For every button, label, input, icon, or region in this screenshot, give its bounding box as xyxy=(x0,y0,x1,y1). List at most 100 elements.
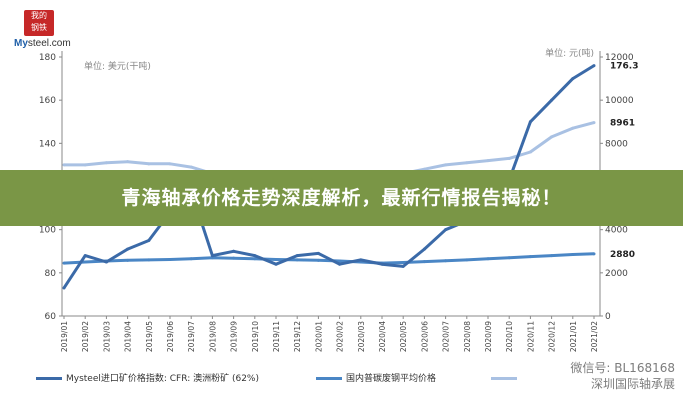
series-0-point-7 xyxy=(210,254,214,258)
series-1-point-17 xyxy=(422,260,426,264)
series-0-point-2 xyxy=(104,260,108,264)
right-tick-label-2: 4000 xyxy=(605,226,628,236)
legend-swatch-iron-ore xyxy=(36,377,62,380)
x-tick-label-3: 2019/04 xyxy=(124,321,133,352)
series-2-point-1 xyxy=(83,163,87,167)
series-2-point-3 xyxy=(126,160,130,164)
series-0-point-1 xyxy=(83,254,87,258)
x-tick-label-18: 2020/07 xyxy=(442,321,451,352)
x-tick-label-20: 2020/09 xyxy=(484,321,493,352)
series-1-point-20 xyxy=(486,257,490,261)
series-2-point-25 xyxy=(592,121,596,125)
right-tick-label-1: 2000 xyxy=(605,269,628,279)
series-0-point-8 xyxy=(232,249,236,253)
series-1-point-9 xyxy=(253,257,257,261)
series-0-point-9 xyxy=(253,254,257,258)
series-0-point-16 xyxy=(401,264,405,268)
legend-item-iron-ore: Mysteel进口矿价格指数: CFR: 澳洲粉矿 (62%) xyxy=(36,370,259,388)
right-tick-label-4: 8000 xyxy=(605,139,628,149)
watermark: 微信号: BL168168 深圳国际轴承展 xyxy=(570,360,675,392)
watermark-line2: 深圳国际轴承展 xyxy=(590,377,675,391)
right-tick-label-0: 0 xyxy=(605,312,611,322)
x-tick-label-21: 2020/10 xyxy=(505,321,514,352)
legend-swatch-scrap xyxy=(316,377,342,380)
series-0-point-18 xyxy=(444,228,448,232)
series-2-point-22 xyxy=(528,150,532,154)
series-1-point-4 xyxy=(147,258,151,262)
legend-item-third xyxy=(491,370,521,388)
series-0-point-10 xyxy=(274,262,278,266)
end-label-1: 8961 xyxy=(610,119,635,129)
x-tick-label-2: 2019/03 xyxy=(102,321,111,352)
series-1-point-25 xyxy=(592,252,596,256)
x-tick-label-5: 2019/06 xyxy=(166,321,175,352)
series-2-point-17 xyxy=(422,167,426,171)
x-tick-label-15: 2020/04 xyxy=(378,321,387,352)
series-0-point-25 xyxy=(592,64,596,68)
series-0-point-22 xyxy=(528,120,532,124)
x-tick-label-7: 2019/08 xyxy=(208,321,217,352)
left-tick-label-2: 100 xyxy=(39,226,56,236)
series-2-point-20 xyxy=(486,159,490,163)
x-tick-label-25: 2021/02 xyxy=(590,321,599,352)
brand-prefix: My xyxy=(14,38,28,49)
x-tick-label-8: 2019/09 xyxy=(230,321,239,352)
brand-suffix: steel.com xyxy=(27,38,71,49)
series-1-point-12 xyxy=(316,258,320,262)
x-tick-label-19: 2020/08 xyxy=(463,321,472,352)
x-tick-label-4: 2019/05 xyxy=(145,321,154,352)
right-tick-label-5: 10000 xyxy=(605,96,634,106)
series-0-point-15 xyxy=(380,262,384,266)
series-1-point-23 xyxy=(550,254,554,258)
series-0-point-23 xyxy=(550,98,554,102)
series-2-point-4 xyxy=(147,162,151,166)
series-1-point-10 xyxy=(274,257,278,261)
legend: Mysteel进口矿价格指数: CFR: 澳洲粉矿 (62%) 国内普碳废钢平均… xyxy=(36,370,676,388)
legend-swatch-third xyxy=(491,377,517,380)
series-2-point-18 xyxy=(444,163,448,167)
x-tick-label-17: 2020/06 xyxy=(420,321,429,352)
x-tick-label-24: 2021/01 xyxy=(569,321,578,352)
series-1-point-0 xyxy=(62,261,66,265)
left-tick-label-1: 80 xyxy=(45,269,57,279)
left-tick-label-5: 160 xyxy=(39,96,56,106)
series-0-point-24 xyxy=(571,77,575,81)
series-2-point-5 xyxy=(168,162,172,166)
series-1-point-22 xyxy=(528,255,532,259)
series-0-point-17 xyxy=(422,247,426,251)
x-tick-label-0: 2019/01 xyxy=(60,321,69,352)
right-unit-label: 单位: 元(吨) xyxy=(545,47,594,59)
x-tick-label-23: 2020/12 xyxy=(548,321,557,352)
series-0-point-4 xyxy=(147,238,151,242)
series-2-point-19 xyxy=(465,161,469,165)
x-tick-label-11: 2019/12 xyxy=(293,321,302,352)
series-1-point-24 xyxy=(571,252,575,256)
x-tick-label-6: 2019/07 xyxy=(187,321,196,352)
x-tick-label-22: 2020/11 xyxy=(526,321,535,352)
series-1-point-3 xyxy=(126,258,130,262)
title-banner xyxy=(0,170,683,226)
x-tick-label-16: 2020/05 xyxy=(399,321,408,352)
brand-text: Mysteel.com xyxy=(14,38,71,49)
x-tick-label-14: 2020/03 xyxy=(357,321,366,352)
series-0-point-0 xyxy=(62,286,66,290)
series-2-point-21 xyxy=(507,156,511,160)
series-line-1 xyxy=(63,252,595,265)
watermark-line1: 微信号: BL168168 xyxy=(570,361,675,375)
series-2-point-2 xyxy=(104,161,108,165)
end-label-0: 176.3 xyxy=(610,62,638,72)
series-1-point-5 xyxy=(168,257,172,261)
logo-line1: 我的 xyxy=(31,11,47,20)
left-unit-label: 单位: 美元(干吨) xyxy=(84,60,151,72)
mysteel-logo-icon: 我的 钢铁 xyxy=(24,10,54,36)
series-1-point-1 xyxy=(83,260,87,264)
series-2-point-24 xyxy=(571,126,575,130)
series-2-point-0 xyxy=(62,163,66,167)
series-0-point-3 xyxy=(126,247,130,251)
series-1-point-18 xyxy=(444,259,448,263)
x-tick-label-12: 2020/01 xyxy=(314,321,323,352)
left-tick-label-0: 60 xyxy=(45,312,57,322)
end-label-2: 2880 xyxy=(610,250,635,260)
right-tick-label-6: 12000 xyxy=(605,53,634,63)
